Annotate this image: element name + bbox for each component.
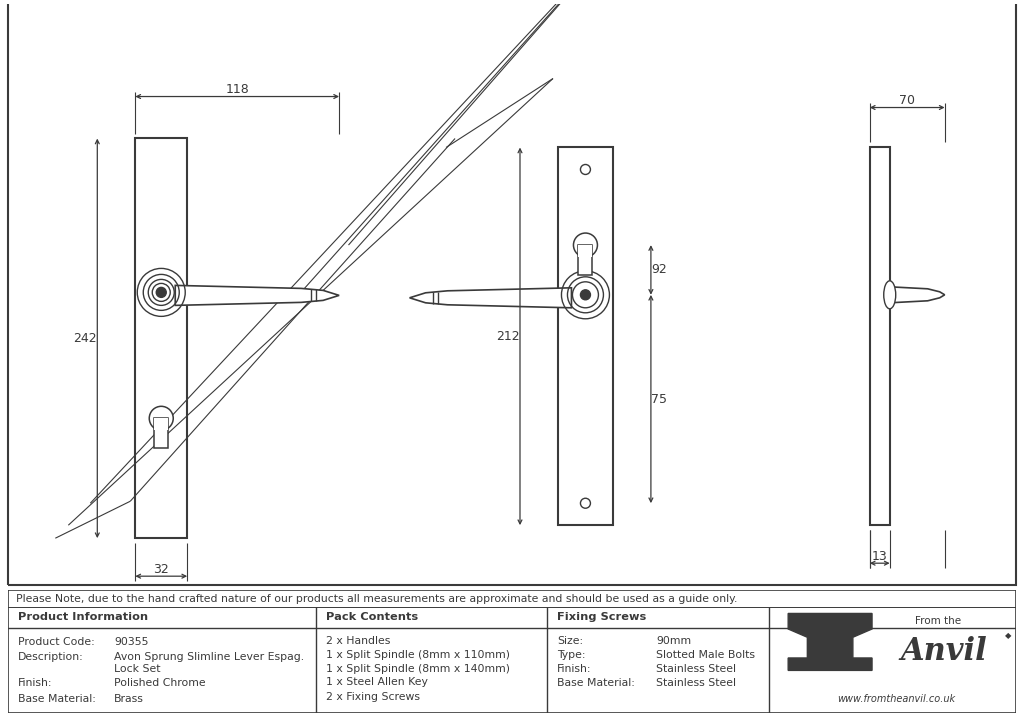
Polygon shape [175,285,339,306]
Text: 70: 70 [899,94,915,107]
Text: Finish:: Finish: [18,679,53,689]
Text: Please Note, due to the hand crafted nature of our products all measurements are: Please Note, due to the hand crafted nat… [16,594,737,603]
Text: 90355: 90355 [114,637,148,647]
Text: 92: 92 [651,263,667,276]
Text: 1 x Steel Allen Key: 1 x Steel Allen Key [326,677,427,687]
Circle shape [581,290,591,300]
Text: Product Code:: Product Code: [18,637,95,647]
Text: From the: From the [915,615,962,626]
Text: 13: 13 [871,550,888,563]
Circle shape [573,233,597,257]
Text: 2 x Handles: 2 x Handles [326,636,390,646]
Text: 242: 242 [74,332,97,345]
Circle shape [150,406,173,430]
Text: 75: 75 [651,393,667,406]
Text: Pack Contents: Pack Contents [326,613,418,623]
Text: ◆: ◆ [1006,631,1012,640]
Text: Base Material:: Base Material: [18,695,96,705]
Text: 2 x Fixing Screws: 2 x Fixing Screws [326,692,420,702]
Text: 32: 32 [154,563,169,576]
Polygon shape [890,287,945,303]
Text: www.fromtheanvil.co.uk: www.fromtheanvil.co.uk [837,695,955,705]
Bar [869,147,890,525]
Text: Stainless Steel: Stainless Steel [656,679,736,689]
Text: Slotted Male Bolts: Slotted Male Bolts [656,650,755,660]
Text: 212: 212 [497,330,520,343]
Text: Brass: Brass [114,695,143,705]
Bar [155,418,168,448]
Text: Avon Sprung Slimline Lever Espag.: Avon Sprung Slimline Lever Espag. [114,652,304,662]
Polygon shape [155,418,168,430]
Text: 1 x Split Spindle (8mm x 140mm): 1 x Split Spindle (8mm x 140mm) [326,664,510,674]
Text: Stainless Steel: Stainless Steel [656,664,736,674]
Bar [135,139,187,539]
Text: 118: 118 [225,83,249,96]
Bar [579,245,593,275]
Text: Polished Chrome: Polished Chrome [114,679,206,689]
Ellipse shape [884,281,896,308]
Text: Finish:: Finish: [557,664,592,674]
Text: 1 x Split Spindle (8mm x 110mm): 1 x Split Spindle (8mm x 110mm) [326,650,510,660]
Bar [558,147,613,525]
Circle shape [157,288,166,298]
Text: 90mm: 90mm [656,636,691,646]
Polygon shape [579,245,593,257]
Polygon shape [410,288,571,308]
Text: Lock Set: Lock Set [114,664,161,674]
Text: Anvil: Anvil [901,636,987,667]
Text: Size:: Size: [557,636,584,646]
Text: Type:: Type: [557,650,586,660]
Text: Base Material:: Base Material: [557,679,635,689]
Text: Description:: Description: [18,652,84,662]
Text: Fixing Screws: Fixing Screws [557,613,646,623]
Text: Product Information: Product Information [18,613,148,623]
Polygon shape [788,613,872,670]
